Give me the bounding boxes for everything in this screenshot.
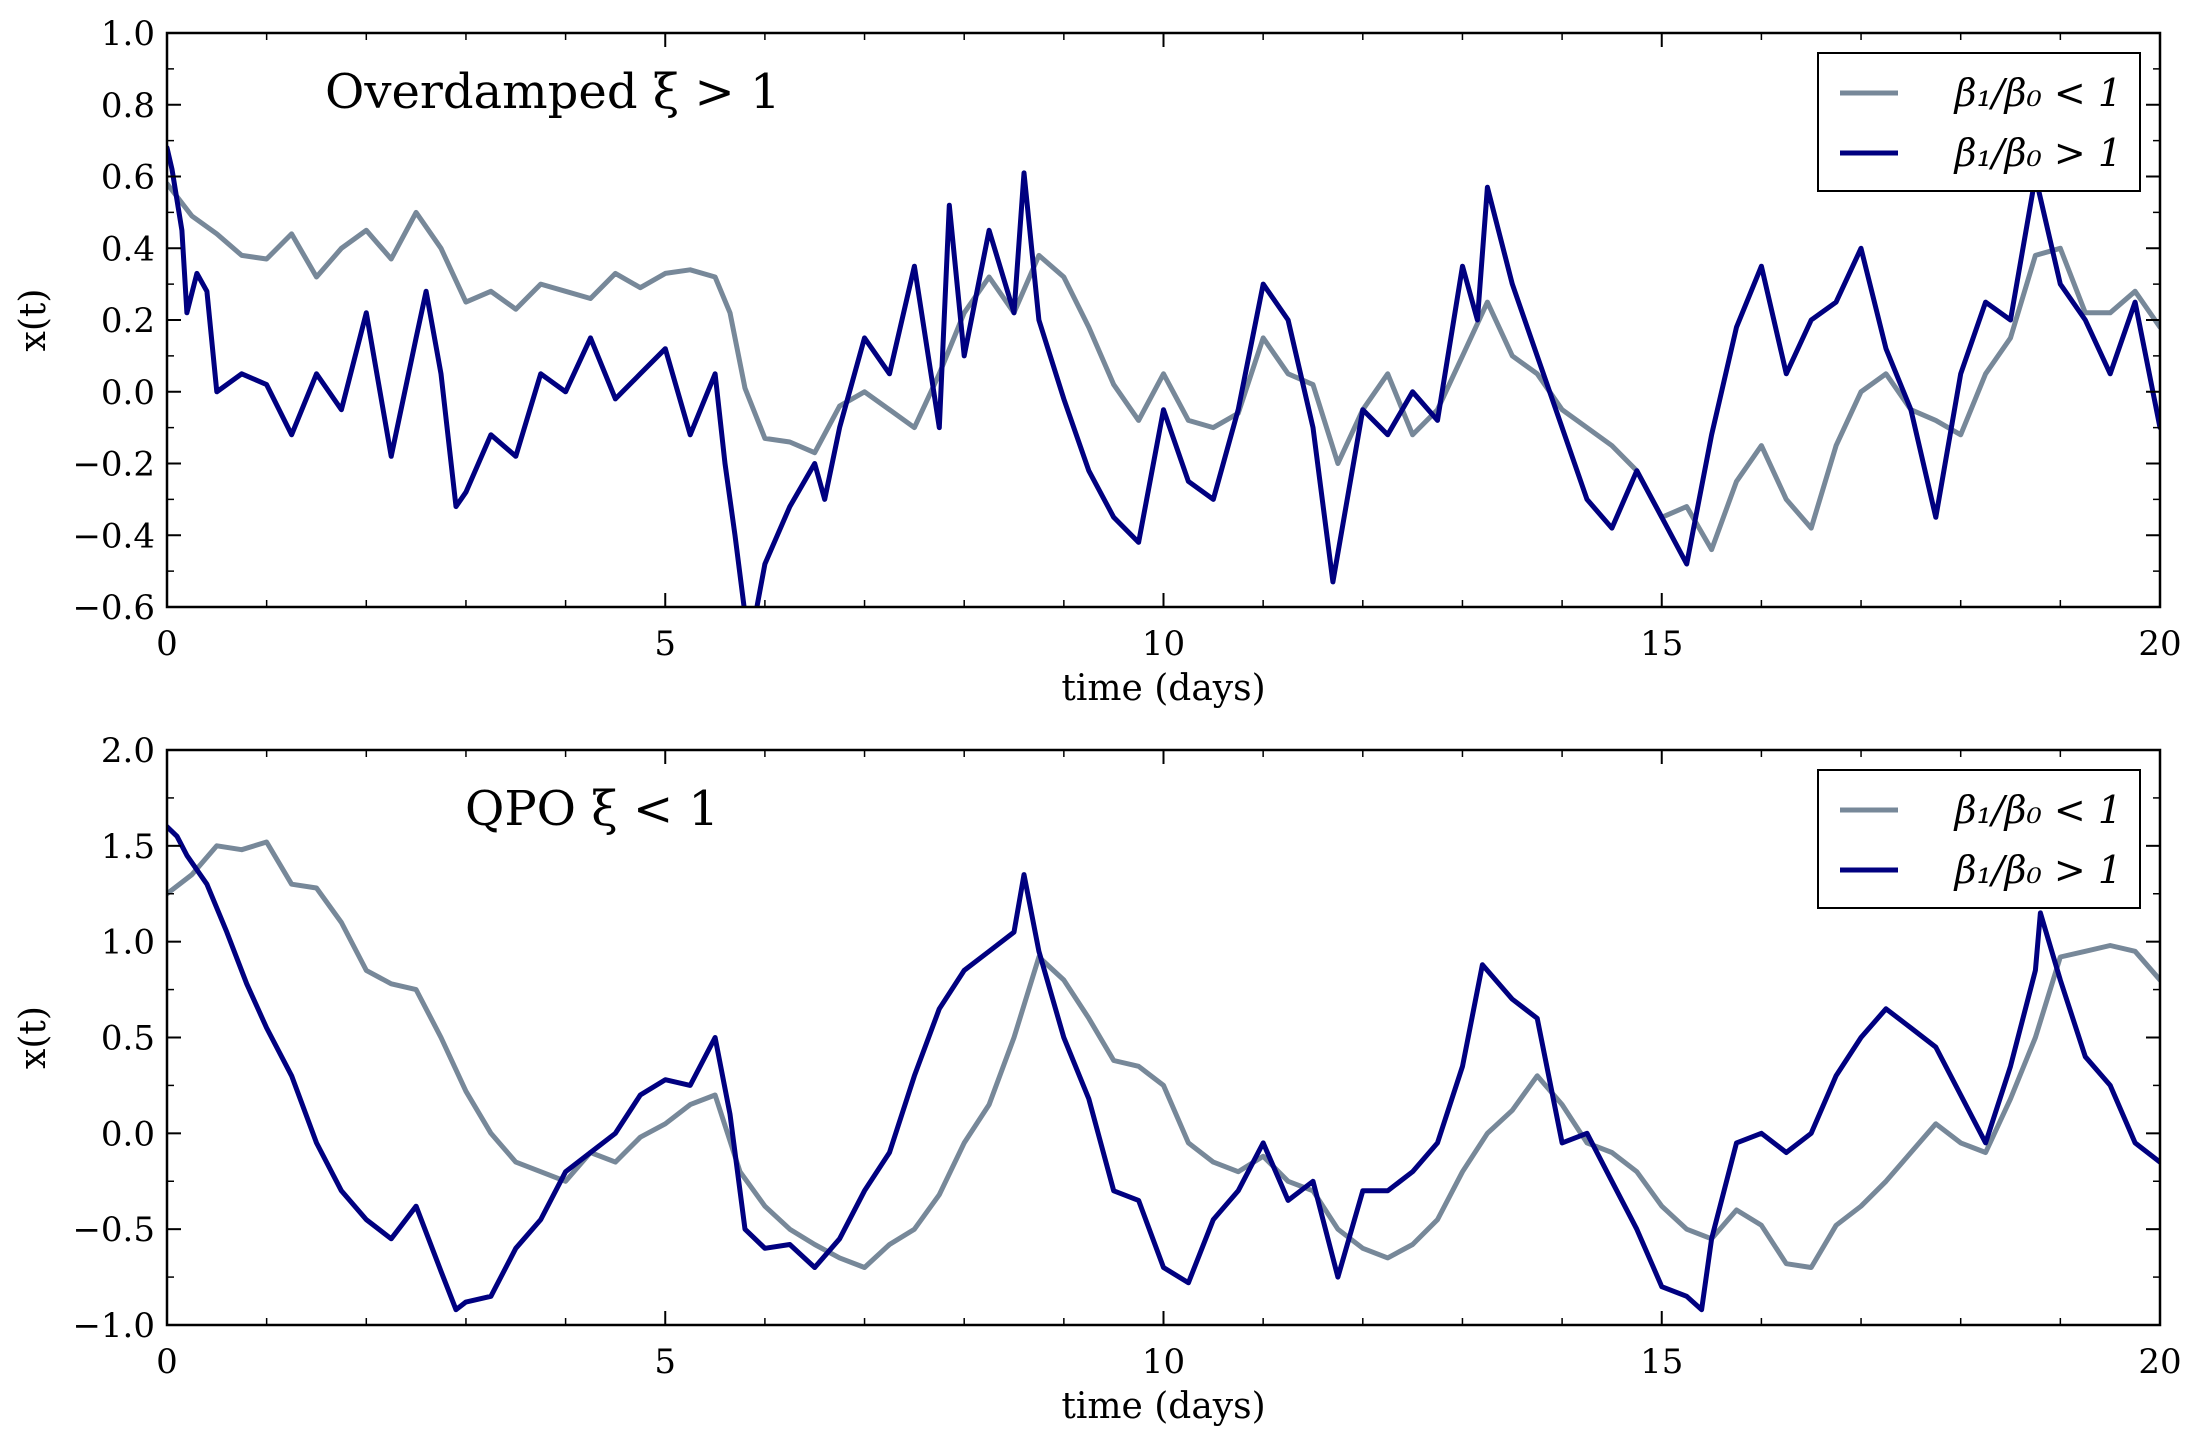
series-line-1-2 <box>167 145 2160 607</box>
y-tick-label: 0.2 <box>101 301 155 341</box>
y-tick-label: 0.0 <box>101 1114 155 1154</box>
x-tick-label: 15 <box>1640 624 1683 664</box>
y-tick-label: 2.0 <box>101 731 155 771</box>
y-tick-label: −1.0 <box>72 1306 155 1346</box>
x-axis-label: time (days) <box>1061 1386 1265 1427</box>
y-axis-label: x(t) <box>13 289 54 352</box>
legend-entry: β₁/β₀ > 1 <box>1953 131 2122 175</box>
chart-panel-1: 0 5 10 15 20 −0.6 −0.4 −0.2 0.0 0.2 0.4 0.6 0.8 1.0 ti… <box>13 14 2182 709</box>
y-tick-label: 0.4 <box>101 229 155 269</box>
x-tick-label: 15 <box>1640 1342 1683 1382</box>
y-tick-label: 0.0 <box>101 373 155 413</box>
legend-entry: β₁/β₀ < 1 <box>1953 71 2122 115</box>
x-tick-label: 10 <box>1142 1342 1185 1382</box>
y-tick-label: 1.0 <box>101 14 155 54</box>
x-tick-label: 20 <box>2138 624 2181 664</box>
legend: β₁/β₀ < 1 β₁/β₀ > 1 <box>1817 52 2141 192</box>
y-tick-label: −0.4 <box>72 516 155 556</box>
x-tick-label: 20 <box>2138 1342 2181 1382</box>
x-tick-label: 0 <box>156 1342 178 1382</box>
x-tick-label: 10 <box>1142 624 1185 664</box>
x-tick-label: 5 <box>654 624 676 664</box>
x-axis-label: time (days) <box>1061 668 1265 709</box>
y-tick-label: −0.5 <box>72 1210 155 1250</box>
legend: β₁/β₀ < 1 β₁/β₀ > 1 <box>1817 769 2141 909</box>
panel-annotation: QPO ξ < 1 <box>465 781 719 837</box>
y-tick-label: 1.5 <box>101 827 155 867</box>
series-line-2-1 <box>167 839 2160 1270</box>
legend-entry: β₁/β₀ < 1 <box>1953 788 2122 832</box>
x-tick-label: 5 <box>654 1342 676 1382</box>
x-tick-label: 0 <box>156 624 178 664</box>
chart-panel-2: 0 5 10 15 20 −1.0 −0.5 0.0 0.5 1.0 1.5 2.0 time (day… <box>13 731 2182 1427</box>
y-tick-label: 0.5 <box>101 1019 155 1059</box>
series-line-1-1 <box>167 181 2160 553</box>
y-tick-label: 1.0 <box>101 923 155 963</box>
y-tick-label: 0.6 <box>101 158 155 198</box>
legend-frame <box>1817 52 2141 192</box>
y-tick-label: −0.2 <box>72 445 155 485</box>
series-line-2-2 <box>167 824 2160 1313</box>
legend-entry: β₁/β₀ > 1 <box>1953 848 2122 892</box>
y-tick-label: 0.8 <box>101 86 155 126</box>
y-tick-label: −0.6 <box>72 588 155 628</box>
panel-annotation: Overdamped ξ > 1 <box>325 64 781 120</box>
y-axis-label: x(t) <box>13 1006 54 1069</box>
legend-frame <box>1817 769 2141 909</box>
